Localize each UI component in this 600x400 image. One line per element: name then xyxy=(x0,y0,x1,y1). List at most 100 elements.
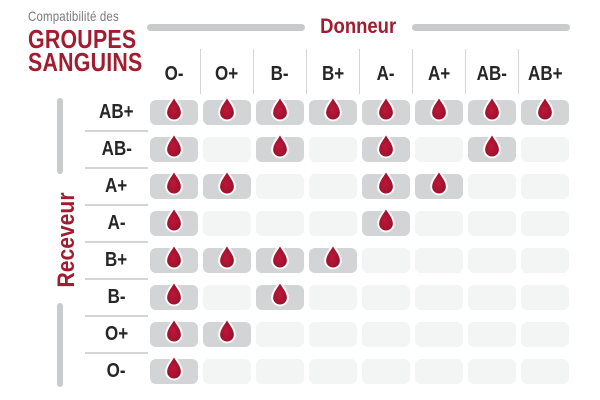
recipient-row-header-a-minusplus: A+ xyxy=(85,174,148,206)
compat-cell-ab-minus-a-minusplus xyxy=(415,137,463,162)
blood-drop-icon xyxy=(483,132,501,159)
blood-drop-icon xyxy=(430,95,448,122)
blood-drop-icon xyxy=(377,169,395,196)
compat-cell-ab-minus-ab-minus xyxy=(468,132,516,162)
compat-cell-b-minusplus-a-minus xyxy=(362,248,410,273)
blood-drop-icon xyxy=(218,317,236,344)
compat-cell-b-minus-a-minusplus xyxy=(415,285,463,310)
donor-col-header-b-minusplus: B+ xyxy=(309,49,361,94)
recipient-row-header-o-minus: O- xyxy=(85,359,148,384)
donor-col-header-a-minus: A- xyxy=(362,49,414,94)
recipient-row-header-label: AB- xyxy=(101,138,132,160)
donor-col-header-ab-minusplus: AB+ xyxy=(521,55,569,93)
blood-drop-icon xyxy=(430,169,448,196)
blood-drop-icon xyxy=(483,95,501,122)
recipient-row-header-a-minus: A- xyxy=(85,211,148,243)
donor-col-header-label: O+ xyxy=(215,62,239,85)
recipient-rule-top xyxy=(57,98,63,174)
compat-cell-b-minusplus-o-minusplus xyxy=(203,243,251,273)
donor-rule-left xyxy=(147,23,306,31)
donor-col-header-o-minusplus: O+ xyxy=(203,49,255,94)
compat-cell-a-minus-a-minus xyxy=(362,206,410,236)
donor-col-header-ab-minus: AB- xyxy=(468,49,520,94)
compat-cell-b-minus-b-minusplus xyxy=(309,285,357,310)
compat-cell-b-minus-b-minus xyxy=(256,280,304,310)
blood-drop-icon xyxy=(271,132,289,159)
compat-cell-a-minusplus-o-minus xyxy=(150,169,198,199)
compat-cell-o-minus-o-minus xyxy=(150,354,198,384)
blood-drop-icon xyxy=(218,169,236,196)
compat-cell-ab-minus-ab-minusplus xyxy=(521,137,569,162)
title-line1: GROUPES xyxy=(28,24,137,54)
compat-cell-o-minusplus-a-minusplus xyxy=(415,322,463,347)
donor-col-header-label: A+ xyxy=(427,62,451,85)
compat-cell-o-minusplus-b-minusplus xyxy=(309,322,357,347)
blood-drop-icon xyxy=(165,132,183,159)
recipient-row-headers: AB+ AB- A+ A- B+ B- O+ O- xyxy=(85,100,148,384)
donor-col-header-label: AB- xyxy=(476,62,508,85)
compat-cell-o-minus-ab-minusplus xyxy=(521,359,569,384)
compat-cell-a-minusplus-ab-minus xyxy=(468,174,516,199)
compat-cell-o-minus-ab-minus xyxy=(468,359,516,384)
blood-drop-icon xyxy=(271,280,289,307)
compat-cell-a-minus-o-minus xyxy=(150,206,198,236)
compat-cell-ab-minusplus-a-minus xyxy=(362,95,410,125)
compat-cell-a-minus-b-minus xyxy=(256,211,304,236)
compat-cell-b-minusplus-o-minus xyxy=(150,243,198,273)
compat-cell-b-minus-ab-minus xyxy=(468,285,516,310)
compat-cell-ab-minusplus-o-minusplus xyxy=(203,95,251,125)
compat-cell-b-minus-o-minus xyxy=(150,280,198,310)
donor-col-header-label: AB+ xyxy=(527,62,563,85)
blood-drop-icon xyxy=(324,95,342,122)
donor-col-header-b-minus: B- xyxy=(256,49,308,94)
compat-cell-a-minus-ab-minus xyxy=(468,211,516,236)
compat-cell-o-minusplus-ab-minusplus xyxy=(521,322,569,347)
compat-cell-o-minusplus-a-minus xyxy=(362,322,410,347)
compat-cell-b-minusplus-a-minusplus xyxy=(415,248,463,273)
recipient-row-header-b-minus: B- xyxy=(85,285,148,317)
donor-axis-label: Donneur xyxy=(320,15,397,38)
compat-cell-ab-minusplus-o-minus xyxy=(150,95,198,125)
blood-drop-icon xyxy=(218,95,236,122)
blood-drop-icon xyxy=(271,243,289,270)
compat-cell-a-minus-b-minusplus xyxy=(309,211,357,236)
recipient-row-header-label: O+ xyxy=(104,323,129,345)
compat-cell-a-minus-a-minusplus xyxy=(415,211,463,236)
recipient-row-header-o-minusplus: O+ xyxy=(85,322,148,354)
blood-drop-icon xyxy=(165,169,183,196)
compat-cell-o-minus-b-minus xyxy=(256,359,304,384)
compatibility-grid xyxy=(150,95,569,384)
compat-cell-o-minus-o-minusplus xyxy=(203,359,251,384)
blood-drop-icon xyxy=(377,206,395,233)
compat-cell-o-minusplus-ab-minus xyxy=(468,322,516,347)
blood-drop-icon xyxy=(271,95,289,122)
recipient-row-header-label: O- xyxy=(107,360,126,382)
compat-cell-a-minusplus-o-minusplus xyxy=(203,169,251,199)
recipient-row-header-label: B+ xyxy=(105,249,128,271)
blood-drop-icon xyxy=(165,206,183,233)
compat-cell-o-minusplus-o-minusplus xyxy=(203,317,251,347)
compat-cell-o-minus-b-minusplus xyxy=(309,359,357,384)
compat-cell-ab-minus-a-minus xyxy=(362,132,410,162)
blood-drop-icon xyxy=(536,95,554,122)
compat-cell-a-minusplus-b-minus xyxy=(256,174,304,199)
blood-drop-icon xyxy=(218,243,236,270)
compat-cell-a-minusplus-a-minus xyxy=(362,169,410,199)
recipient-row-header-ab-minus: AB- xyxy=(85,137,148,169)
compat-cell-ab-minusplus-b-minus xyxy=(256,95,304,125)
recipient-row-header-ab-minusplus: AB+ xyxy=(85,100,148,132)
donor-col-header-label: B- xyxy=(271,62,289,85)
compat-cell-o-minusplus-o-minus xyxy=(150,317,198,347)
blood-drop-icon xyxy=(165,243,183,270)
compat-cell-b-minus-a-minus xyxy=(362,285,410,310)
compat-cell-o-minus-a-minusplus xyxy=(415,359,463,384)
title-subtitle: Compatibilité des xyxy=(28,8,119,24)
blood-drop-icon xyxy=(377,132,395,159)
compat-cell-o-minus-a-minus xyxy=(362,359,410,384)
donor-col-header-label: O- xyxy=(164,62,184,85)
compat-cell-ab-minusplus-ab-minusplus xyxy=(521,95,569,125)
compat-cell-ab-minusplus-ab-minus xyxy=(468,95,516,125)
blood-drop-icon xyxy=(377,95,395,122)
donor-column-headers: O- O+ B- B+ A- A+ AB- AB+ xyxy=(150,49,569,94)
recipient-rule-bottom xyxy=(57,303,63,387)
